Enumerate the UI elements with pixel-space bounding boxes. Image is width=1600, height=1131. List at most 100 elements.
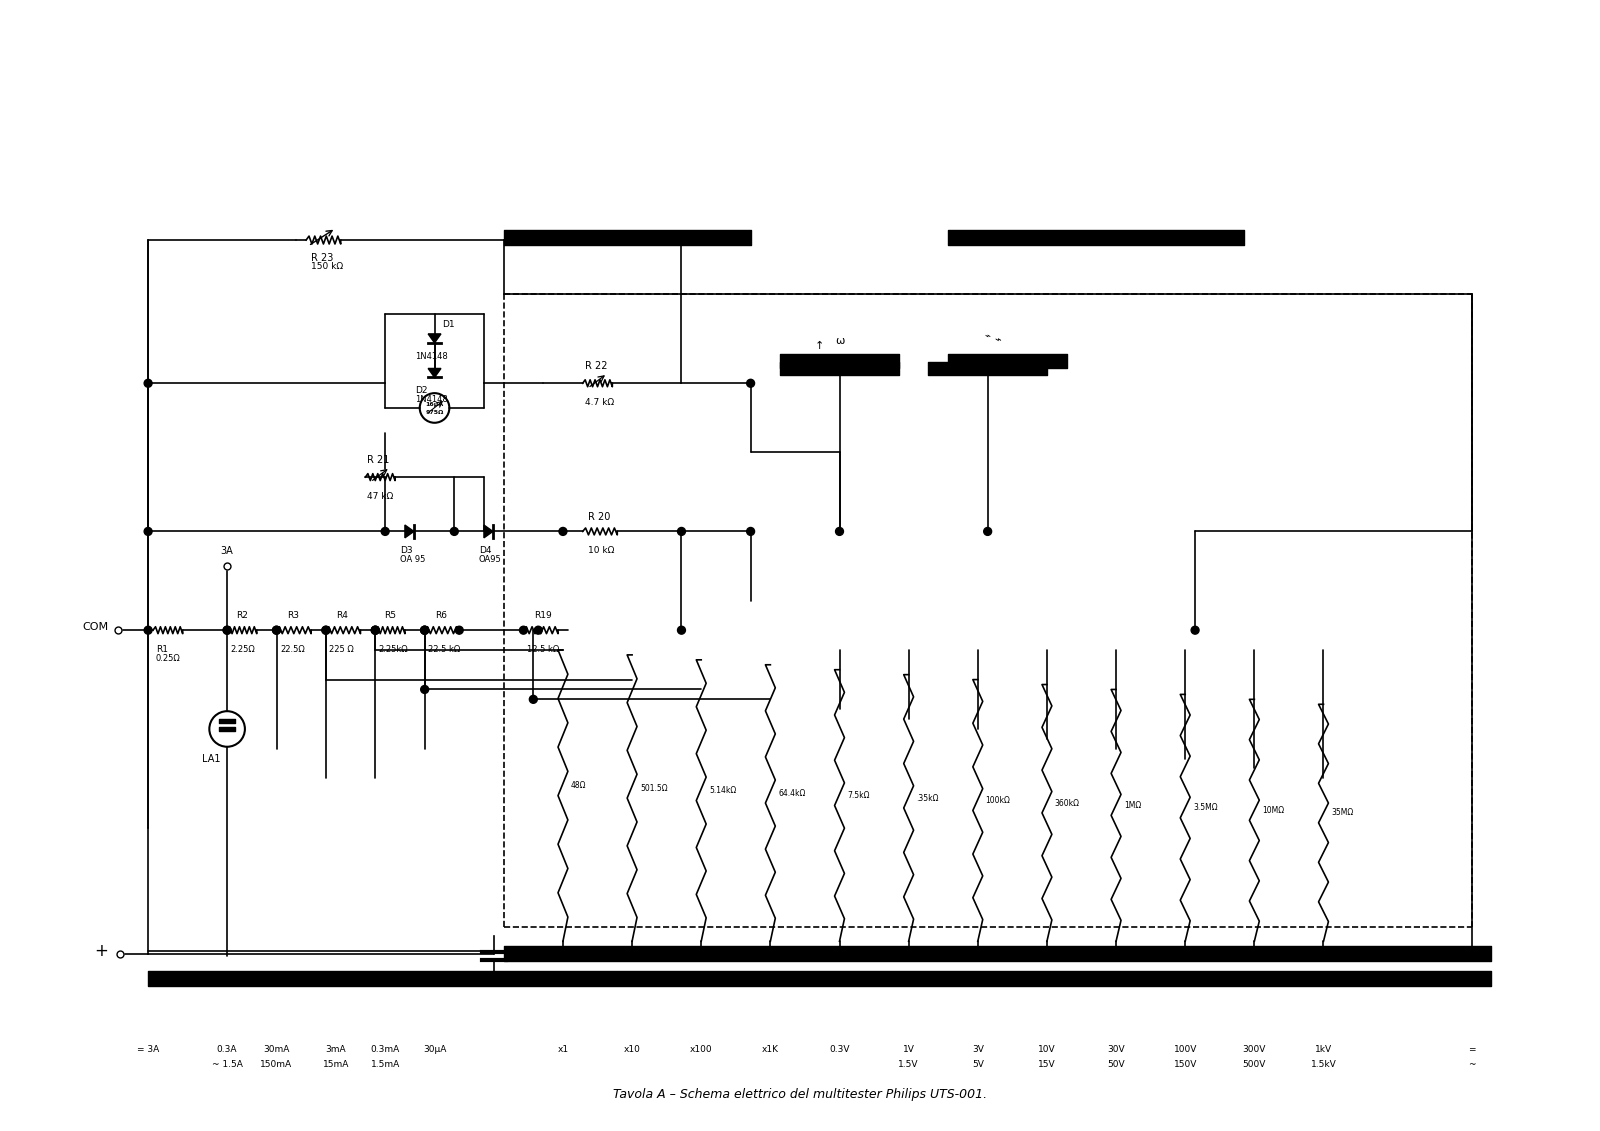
Text: OA 95: OA 95 [400,555,426,564]
Text: 48Ω: 48Ω [571,782,586,791]
Circle shape [144,527,152,535]
Text: x10: x10 [624,1045,640,1054]
Text: 0.3A: 0.3A [218,1045,237,1054]
Text: x1K: x1K [762,1045,779,1054]
Text: 150mA: 150mA [261,1060,293,1069]
Circle shape [450,527,458,535]
Text: 50V: 50V [1107,1060,1125,1069]
Text: =: = [1467,1045,1475,1054]
Text: ⌁: ⌁ [984,331,990,340]
Text: 1V: 1V [902,1045,915,1054]
Text: 500V: 500V [1243,1060,1266,1069]
Text: 4.7 kΩ: 4.7 kΩ [584,398,614,407]
Polygon shape [483,525,493,538]
Text: 7.5kΩ: 7.5kΩ [848,792,870,800]
Text: 47 kΩ: 47 kΩ [368,492,394,501]
Circle shape [1112,948,1120,956]
Circle shape [371,627,379,634]
Text: R18: R18 [1318,951,1334,960]
Text: R6: R6 [435,612,446,620]
Circle shape [456,627,462,634]
Circle shape [1320,948,1328,956]
Text: R 22: R 22 [584,362,606,371]
Text: R13: R13 [973,951,989,960]
Text: 300V: 300V [1243,1045,1266,1054]
Text: ↑: ↑ [814,340,824,351]
Text: 30mA: 30mA [264,1045,290,1054]
Circle shape [698,948,706,956]
Text: = 3A: = 3A [138,1045,160,1054]
Text: 3V: 3V [971,1045,984,1054]
Circle shape [222,627,230,634]
Circle shape [904,948,912,956]
Text: COM: COM [83,622,109,632]
Text: 1N4148: 1N4148 [414,352,448,361]
Text: R 20: R 20 [587,511,610,521]
Circle shape [530,696,538,703]
Text: 3.5MΩ: 3.5MΩ [1194,803,1218,812]
Circle shape [421,685,429,693]
Polygon shape [405,525,414,538]
Text: 1.5V: 1.5V [898,1060,918,1069]
Circle shape [144,627,152,634]
Text: D2: D2 [414,386,427,395]
Text: R7: R7 [558,951,570,960]
Circle shape [629,948,637,956]
Circle shape [558,948,566,956]
Text: 501.5Ω: 501.5Ω [640,784,667,793]
Text: R10: R10 [765,951,782,960]
Text: R8: R8 [627,951,638,960]
Text: x100: x100 [690,1045,712,1054]
Text: 1.5mA: 1.5mA [371,1060,400,1069]
Polygon shape [429,369,442,378]
Circle shape [1043,948,1051,956]
Text: R16: R16 [1181,951,1197,960]
Text: R9: R9 [696,951,707,960]
Circle shape [421,627,429,634]
Text: R 23: R 23 [310,253,333,262]
Circle shape [322,627,330,634]
Text: 2.25kΩ: 2.25kΩ [378,645,408,654]
Text: 3mA: 3mA [325,1045,346,1054]
Text: R1: R1 [157,645,168,654]
Text: 12.5 kΩ: 12.5 kΩ [526,645,558,654]
Text: 100V: 100V [1173,1045,1197,1054]
Text: 1.5kV: 1.5kV [1310,1060,1336,1069]
Text: 10MΩ: 10MΩ [1262,806,1285,815]
Text: 2.25Ω: 2.25Ω [230,645,254,654]
Text: OA95: OA95 [478,555,502,564]
Text: 1N4148: 1N4148 [414,395,448,404]
Circle shape [222,627,230,634]
Text: 150 kΩ: 150 kΩ [310,261,344,270]
Circle shape [381,527,389,535]
Text: 1kV: 1kV [1315,1045,1333,1054]
Circle shape [974,948,982,956]
Text: 15V: 15V [1038,1060,1056,1069]
Circle shape [144,379,152,387]
Circle shape [421,627,429,634]
Polygon shape [429,334,442,343]
Text: R15: R15 [1110,951,1128,960]
Text: D1: D1 [443,320,454,329]
Text: R 21: R 21 [368,456,390,465]
Circle shape [371,627,379,634]
Text: x1: x1 [557,1045,568,1054]
Circle shape [421,627,429,634]
Text: 22.5 kΩ: 22.5 kΩ [429,645,461,654]
Text: 0.3mA: 0.3mA [371,1045,400,1054]
Circle shape [1320,948,1328,956]
Circle shape [371,627,379,634]
Text: D3: D3 [400,546,413,555]
Circle shape [747,527,755,535]
Text: 5.14kΩ: 5.14kΩ [709,786,736,795]
Circle shape [835,948,843,956]
Text: 1MΩ: 1MΩ [1123,801,1141,810]
Text: 16μA: 16μA [426,403,443,407]
Text: 15mA: 15mA [323,1060,349,1069]
Text: R14: R14 [1042,951,1058,960]
Text: R2: R2 [237,612,248,620]
Text: R3: R3 [286,612,299,620]
Text: 0.3V: 0.3V [829,1045,850,1054]
Circle shape [835,527,843,535]
Text: R17: R17 [1250,951,1266,960]
